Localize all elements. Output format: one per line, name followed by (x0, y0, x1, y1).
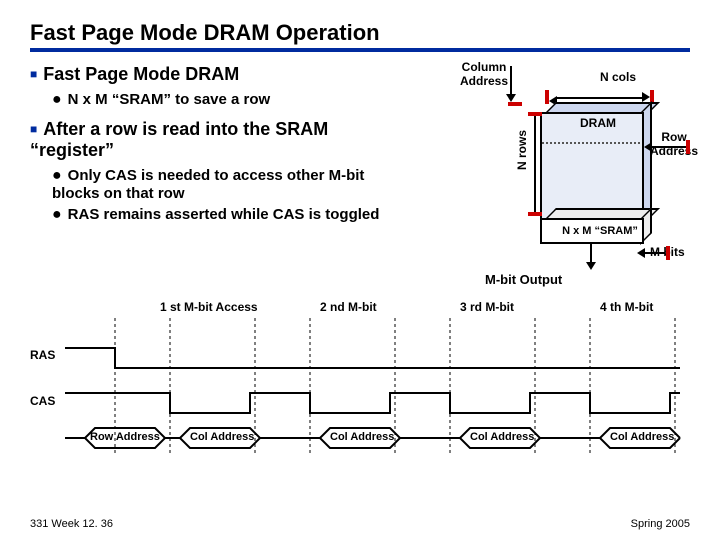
n-cols-label: N cols (600, 70, 636, 84)
bullet-4b: ●RAS remains asserted while CAS is toggl… (52, 206, 390, 224)
addr-col-1: Col Address (190, 431, 254, 443)
bullet-2: ●N x M “SRAM” to save a row (52, 91, 390, 109)
bullet-list: ■Fast Page Mode DRAM ●N x M “SRAM” to sa… (30, 60, 390, 228)
slide-title: Fast Page Mode DRAM Operation (30, 20, 690, 52)
bullet-4a: ●Only CAS is needed to access other M-bi… (52, 167, 390, 202)
addr-col-4: Col Address (610, 431, 674, 443)
timing-diagram: 1 st M-bit Access 2 nd M-bit 3 rd M-bit … (30, 298, 690, 468)
footer-left: 331 Week 12. 36 (30, 518, 113, 530)
content-row: ■Fast Page Mode DRAM ●N x M “SRAM” to sa… (30, 60, 690, 290)
dram-row-dotted (542, 142, 640, 144)
mbit-output-label: M-bit Output (485, 272, 562, 287)
sram-label: N x M “SRAM” (555, 225, 645, 237)
row-address-label: Row Address (650, 130, 698, 158)
dram-diagram: Column Address N cols DRAM N rows Row Ad… (390, 60, 690, 290)
bullet-3: ■After a row is read into the SRAM “regi… (30, 119, 390, 161)
column-address-label: Column Address (460, 60, 508, 88)
footer-right: Spring 2005 (631, 518, 690, 530)
n-rows-label: N rows (515, 130, 529, 170)
bullet-1: ■Fast Page Mode DRAM (30, 64, 390, 85)
addr-row: Row Address (90, 431, 160, 443)
dram-label: DRAM (580, 116, 616, 130)
addr-col-3: Col Address (470, 431, 534, 443)
addr-col-2: Col Address (330, 431, 394, 443)
